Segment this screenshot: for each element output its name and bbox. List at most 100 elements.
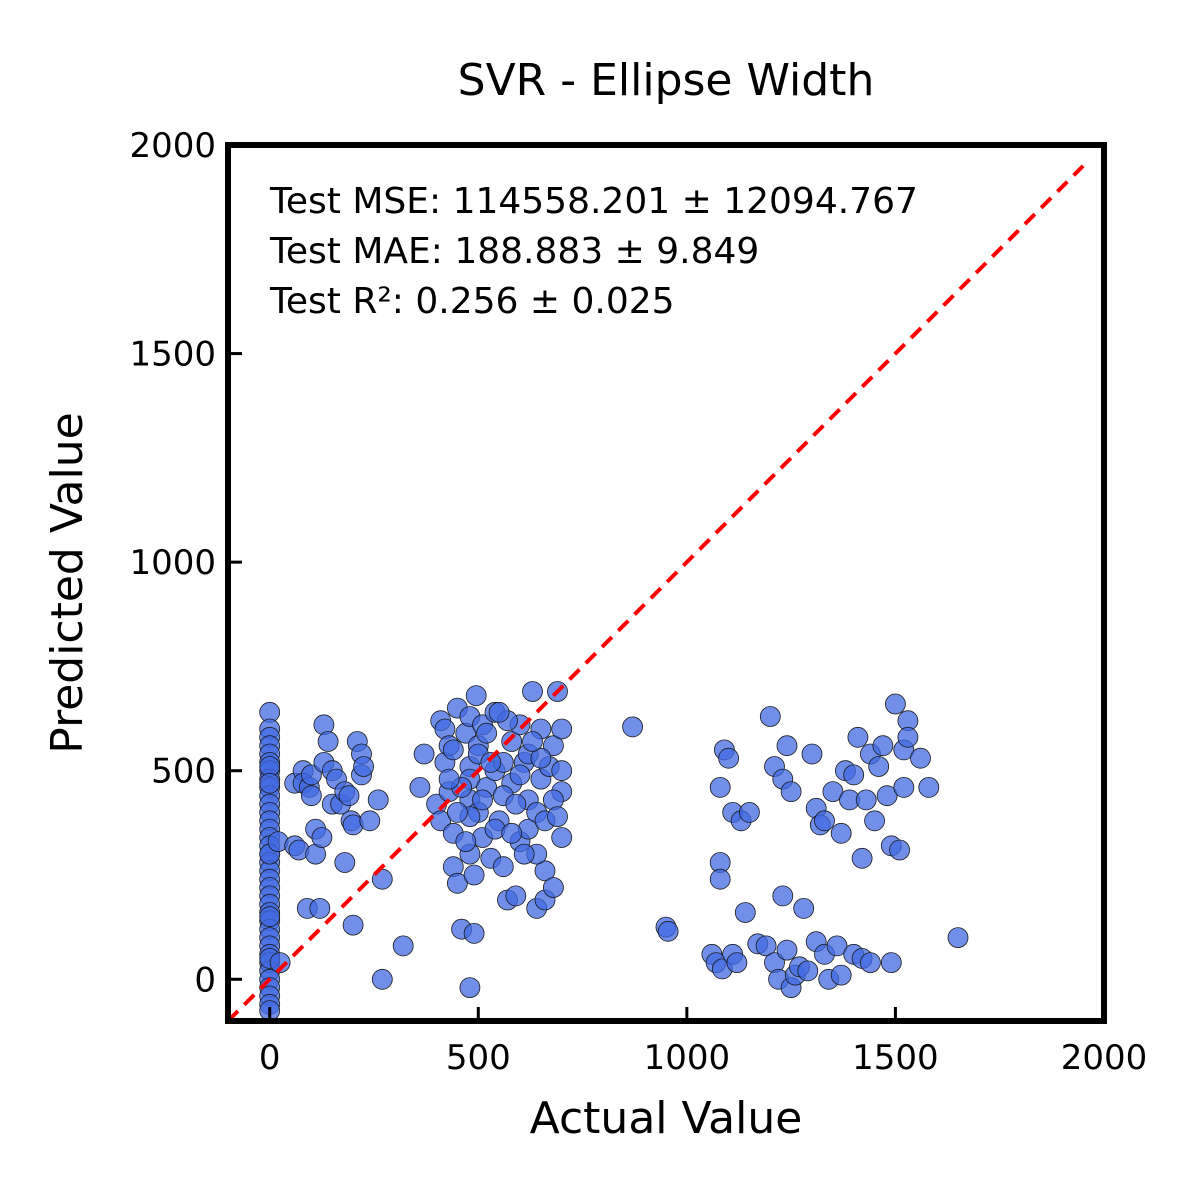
data-point: [317, 731, 339, 752]
data-point: [872, 735, 894, 757]
ticks-layer: 0 500 1000 1500 2000 0 500 1000 1500 2000: [129, 126, 1147, 1078]
data-point: [551, 760, 573, 782]
data-point: [709, 777, 731, 798]
data-point: [509, 764, 531, 786]
points-layer: [259, 681, 969, 1021]
data-point: [657, 920, 679, 942]
data-point: [759, 706, 781, 727]
data-point: [269, 952, 291, 973]
x-axis-label: Actual Value: [530, 1093, 803, 1144]
data-point: [918, 777, 940, 798]
data-point: [488, 701, 510, 723]
data-point: [622, 716, 643, 738]
data-point: [868, 756, 890, 777]
identity-reference-line: [226, 164, 1085, 1023]
data-point: [522, 681, 543, 702]
x-tick-label: 0: [259, 1038, 281, 1078]
data-point: [776, 939, 798, 961]
data-point: [353, 756, 375, 777]
data-point: [709, 868, 731, 890]
data-point: [438, 768, 460, 790]
data-point: [734, 902, 756, 923]
y-tick-label: 0: [194, 960, 216, 1000]
data-point: [465, 685, 487, 706]
data-point: [776, 735, 798, 757]
data-point: [476, 722, 498, 744]
y-tick-label: 500: [151, 752, 216, 792]
data-point: [309, 898, 331, 919]
data-point: [864, 810, 885, 832]
data-point: [880, 952, 902, 973]
data-point: [501, 731, 523, 752]
data-point: [910, 747, 931, 769]
data-point: [459, 977, 481, 998]
plot-frame: [225, 142, 1107, 1024]
data-point: [334, 852, 356, 873]
annotation-r2: Test R²: 0.256 ± 0.025: [269, 281, 675, 322]
data-point: [409, 777, 431, 798]
data-point: [392, 935, 414, 957]
data-point: [300, 785, 322, 807]
y-tick-label: 2000: [129, 126, 216, 166]
data-point: [726, 952, 748, 973]
data-point: [826, 935, 848, 957]
data-point: [472, 789, 493, 811]
data-point: [505, 885, 527, 907]
data-point: [851, 847, 873, 869]
data-point: [780, 781, 802, 802]
data-point: [259, 772, 281, 794]
data-point: [547, 806, 568, 827]
data-point: [551, 718, 573, 740]
x-tick-label: 1500: [852, 1038, 939, 1078]
data-point: [338, 785, 360, 807]
data-point: [739, 802, 760, 823]
data-point: [718, 747, 739, 769]
data-point: [367, 789, 389, 811]
data-point: [522, 731, 543, 752]
data-point: [801, 743, 823, 765]
data-point: [885, 693, 906, 715]
data-point: [455, 831, 477, 852]
data-point: [772, 885, 794, 907]
data-point: [893, 777, 915, 798]
data-point: [446, 802, 468, 823]
data-point: [814, 810, 835, 832]
data-point: [442, 739, 464, 761]
data-point: [876, 785, 898, 807]
data-point: [311, 827, 333, 848]
data-point: [413, 743, 435, 765]
annotation-mae: Test MAE: 188.883 ± 9.849: [269, 231, 759, 272]
data-point: [492, 856, 514, 878]
data-point: [822, 781, 844, 802]
data-point: [543, 877, 564, 898]
data-point: [855, 789, 877, 811]
data-point: [446, 872, 468, 894]
data-point: [534, 860, 556, 882]
data-point: [359, 810, 381, 832]
data-point: [889, 839, 910, 861]
data-point: [300, 764, 322, 786]
data-point: [847, 726, 869, 748]
data-point: [463, 923, 485, 944]
data-point: [947, 927, 969, 948]
data-point: [543, 735, 564, 757]
data-point: [860, 952, 881, 973]
data-point: [501, 822, 523, 844]
data-point: [463, 864, 485, 886]
x-tick-label: 1000: [644, 1038, 731, 1078]
data-point: [513, 843, 535, 865]
x-tick-label: 2000: [1061, 1038, 1148, 1078]
data-point: [797, 960, 819, 982]
data-point: [480, 752, 502, 773]
data-point: [530, 747, 552, 769]
chart-title: SVR - Ellipse Width: [458, 55, 875, 106]
y-tick-label: 1500: [129, 335, 216, 375]
data-point: [793, 898, 815, 919]
annotation-mse: Test MSE: 114558.201 ± 12094.767: [269, 181, 918, 222]
y-axis-label: Predicted Value: [42, 412, 93, 753]
data-point: [897, 726, 919, 748]
y-tick-label: 1000: [129, 543, 216, 583]
x-tick-label: 500: [446, 1038, 511, 1078]
data-point: [830, 822, 852, 844]
